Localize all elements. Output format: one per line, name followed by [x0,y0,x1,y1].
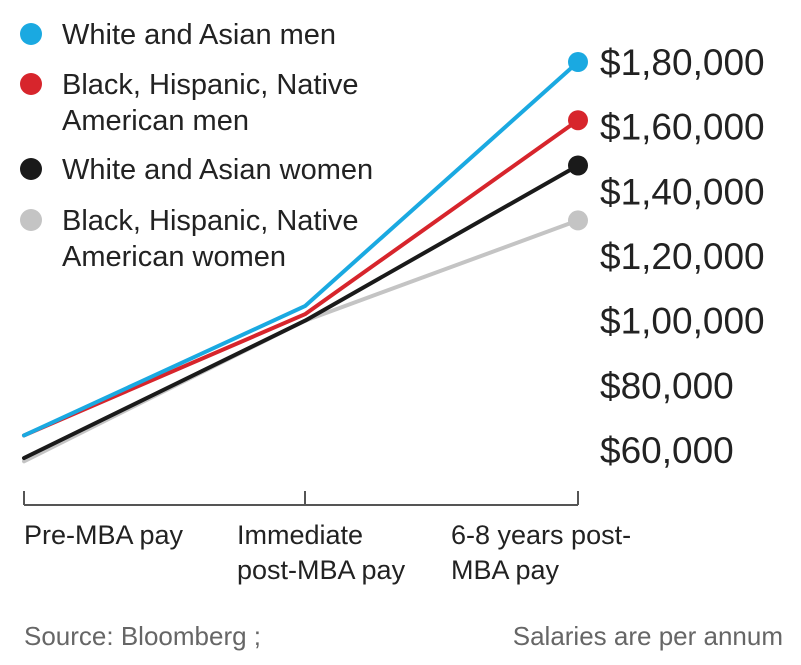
y-tick-label: $1,40,000 [600,171,765,212]
x-tick-label: 6-8 years post- [451,520,631,550]
x-tick-label: Immediate [237,520,363,550]
x-axis-labels: Pre-MBA pay Immediate post-MBA pay 6-8 year… [24,520,631,585]
source-note: Source: Bloomberg ; [24,621,261,651]
y-tick-label: $60,000 [600,430,734,471]
y-tick-label: $80,000 [600,365,734,406]
series-end-point [568,52,588,72]
legend-marker [20,73,42,95]
legend-item: Black, Hispanic, Native American men [20,69,359,137]
x-tick-label: MBA pay [451,555,560,585]
series-end-point [568,155,588,176]
legend-marker [20,23,42,45]
y-tick-label: $1,20,000 [600,236,765,277]
legend-item: White and Asian men [20,19,336,51]
series-line [22,60,580,438]
y-tick-label: $1,00,000 [600,301,765,342]
y-tick-label: $1,80,000 [600,42,765,83]
footer: Source: Bloomberg ; Salaries are per ann… [24,621,783,651]
legend-marker [20,158,42,180]
y-tick-label: $1,60,000 [600,107,765,148]
y-axis-labels: $1,80,000 $1,60,000 $1,40,000 $1,20,000 $1,0… [600,42,765,471]
x-axis [23,491,579,506]
legend-label: American women [62,241,286,273]
salary-note: Salaries are per annum [513,621,783,651]
series-end-point [568,110,588,131]
series-end-point [568,210,588,231]
series-line [22,118,580,438]
legend-label: White and Asian men [62,19,336,51]
x-tick-label: Pre-MBA pay [24,520,184,550]
legend-label: American men [62,105,249,137]
legend-label: White and Asian women [62,154,373,186]
legend-label: Black, Hispanic, Native [62,69,359,101]
legend-marker [20,209,42,231]
series-lines [22,52,588,464]
legend-item: Black, Hispanic, Native American women [20,205,359,273]
series-line [22,163,580,461]
x-tick-label: post-MBA pay [237,555,406,585]
legend-item: White and Asian women [20,154,373,186]
legend-label: Black, Hispanic, Native [62,205,359,237]
legend: White and Asian men Black, Hispanic, Nati… [20,19,373,273]
